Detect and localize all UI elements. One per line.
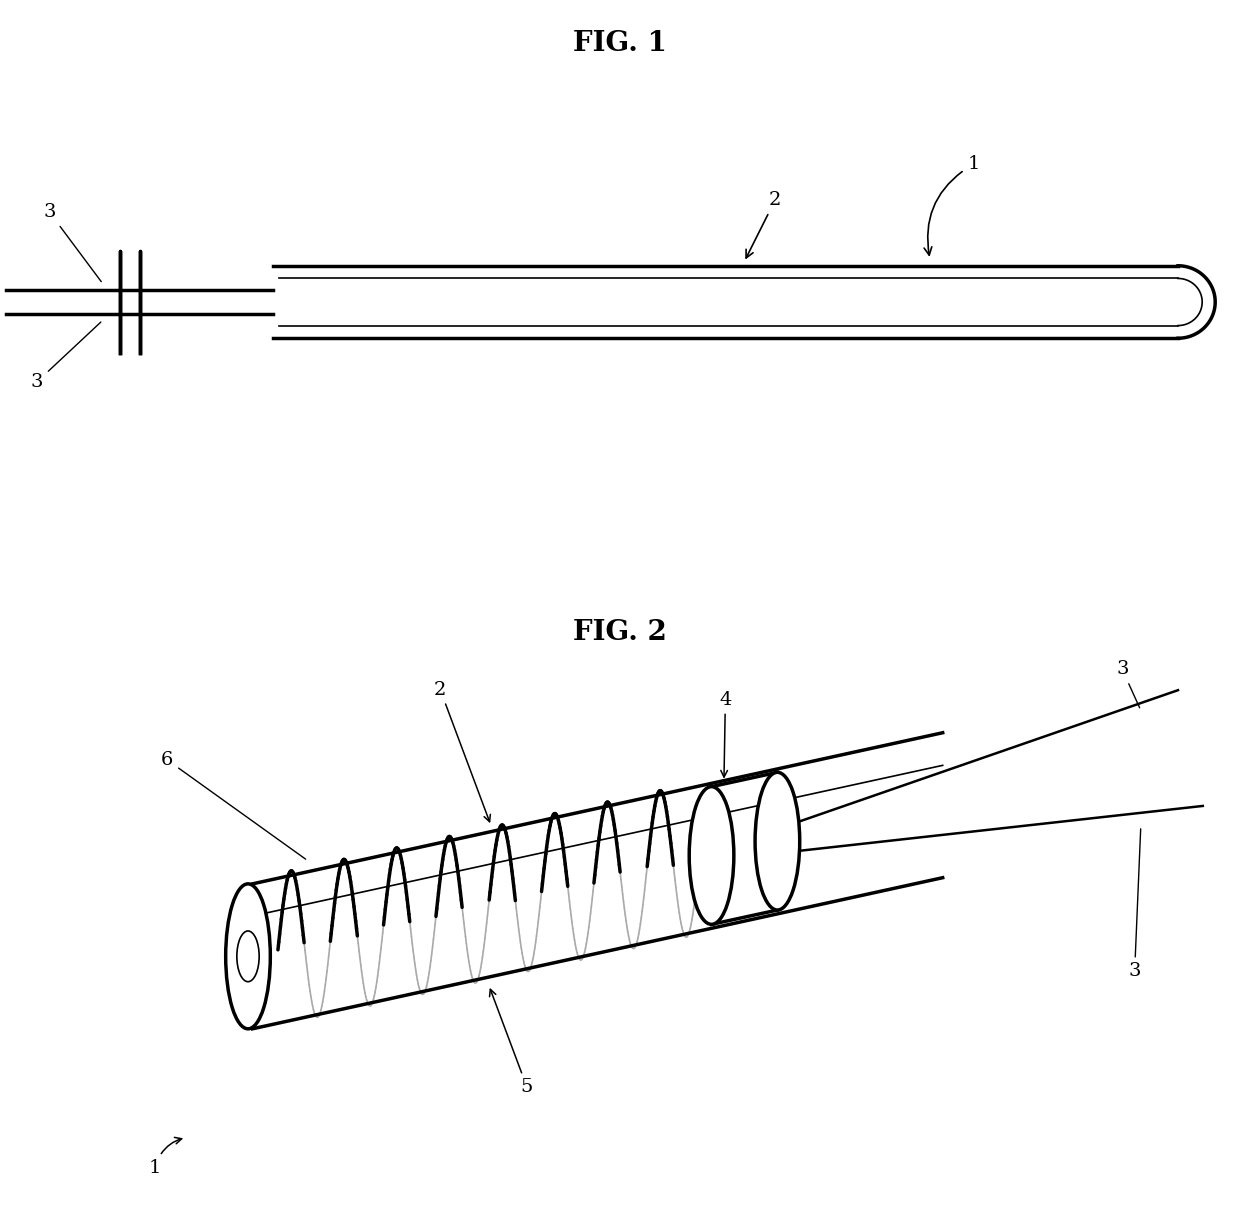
- Text: 5: 5: [490, 989, 533, 1096]
- Text: 2: 2: [746, 191, 781, 259]
- Text: 1: 1: [149, 1138, 182, 1177]
- Text: 6: 6: [161, 751, 305, 859]
- Text: 2: 2: [434, 680, 490, 821]
- Text: 3: 3: [1116, 661, 1140, 708]
- Text: 3: 3: [1128, 829, 1141, 981]
- Text: FIG. 1: FIG. 1: [573, 30, 667, 57]
- Text: 4: 4: [719, 691, 732, 777]
- Text: 3: 3: [31, 323, 100, 390]
- Text: 3: 3: [43, 203, 102, 281]
- Text: 1: 1: [924, 155, 980, 255]
- Ellipse shape: [689, 786, 734, 924]
- Text: FIG. 2: FIG. 2: [573, 620, 667, 646]
- Ellipse shape: [755, 772, 800, 910]
- Ellipse shape: [226, 884, 270, 1029]
